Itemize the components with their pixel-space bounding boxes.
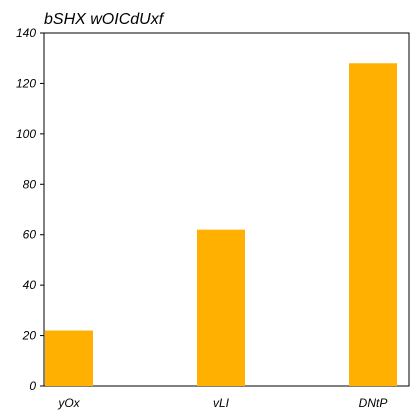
y-tick-label: 40 [23,278,37,292]
y-tick-label: 20 [22,329,37,343]
y-axis: 0 20 40 60 80 100 120 140 [16,26,44,393]
chart-title: bSHX wOICdUxf [44,11,165,28]
y-tick-label: 0 [29,379,36,393]
y-tick-label: 140 [16,26,36,40]
x-axis: yOx vLI DNtP [57,396,387,410]
y-tick-label: 80 [23,177,37,191]
x-tick-label: DNtP [359,396,388,410]
bar-yOx [45,330,93,386]
bar-DNtP [349,63,397,386]
bars [45,63,397,386]
x-tick-label: vLI [213,396,230,410]
y-tick-label: 120 [16,76,36,90]
y-tick-label: 100 [16,127,36,141]
x-tick-label: yOx [57,396,80,410]
bar-vLI [197,229,245,386]
y-tick-label: 60 [23,228,37,242]
